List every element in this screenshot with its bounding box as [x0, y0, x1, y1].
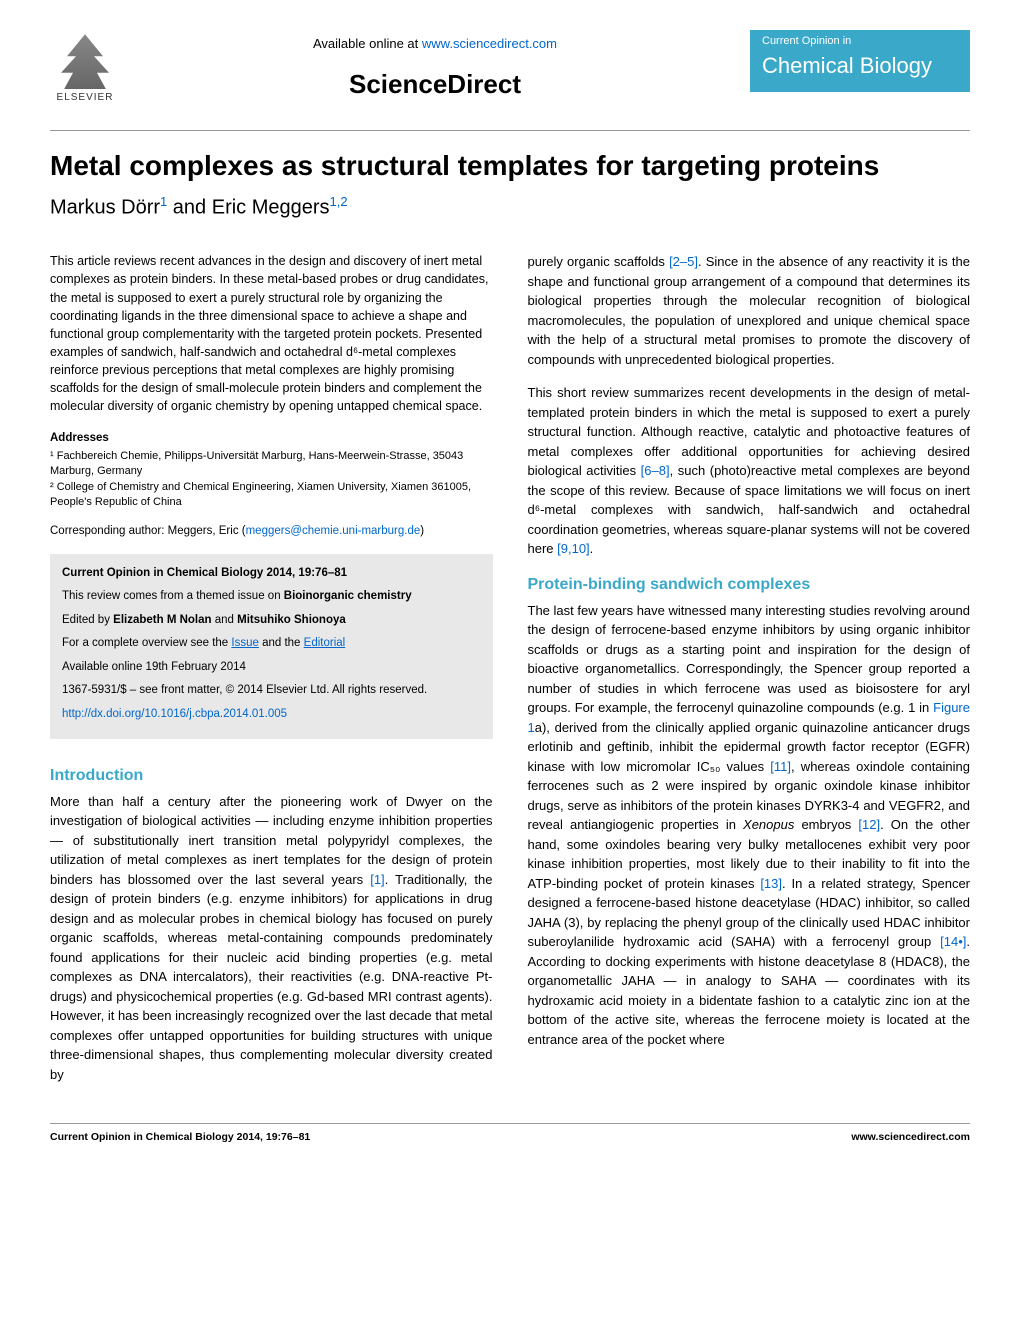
available-prefix: Available online at: [313, 36, 422, 51]
header-divider: [50, 130, 970, 131]
authors-line: Markus Dörr1 and Eric Meggers1,2: [50, 193, 970, 223]
affiliation-1: ¹ Fachbereich Chemie, Philipps-Universit…: [50, 449, 493, 480]
page-footer: Current Opinion in Chemical Biology 2014…: [50, 1123, 970, 1145]
footer-right: www.sciencedirect.com: [851, 1130, 970, 1145]
ref-1[interactable]: [1]: [370, 872, 384, 887]
addresses-label: Addresses: [50, 430, 493, 447]
footer-left: Current Opinion in Chemical Biology 2014…: [50, 1130, 310, 1145]
intro-paragraph-1: More than half a century after the pione…: [50, 792, 493, 1085]
ref-9-10[interactable]: [9,10]: [557, 541, 590, 556]
page-container: ELSEVIER Available online at www.science…: [0, 0, 1020, 1165]
ref-12[interactable]: [12]: [858, 817, 880, 832]
col2-paragraph-1: purely organic scaffolds [2–5]. Since in…: [528, 252, 971, 369]
header-left: ELSEVIER: [50, 30, 120, 110]
author-sep: and: [167, 196, 211, 218]
ref-2-5[interactable]: [2–5]: [669, 254, 698, 269]
corresponding-email[interactable]: meggers@chemie.uni-marburg.de: [246, 525, 421, 537]
infobox-available: Available online 19th February 2014: [62, 658, 481, 678]
header-row: ELSEVIER Available online at www.science…: [50, 30, 970, 110]
right-column: purely organic scaffolds [2–5]. Since in…: [528, 252, 971, 1098]
author-2: Eric Meggers: [212, 196, 330, 218]
addresses-block: ¹ Fachbereich Chemie, Philipps-Universit…: [50, 449, 493, 511]
elsevier-tree-icon: [55, 34, 115, 89]
two-column-layout: This article reviews recent advances in …: [50, 252, 970, 1098]
author-1: Markus Dörr: [50, 196, 160, 218]
journal-badge-large: Chemical Biology: [762, 50, 958, 82]
corresponding-suffix: ): [420, 525, 424, 537]
left-column: This article reviews recent advances in …: [50, 252, 493, 1098]
infobox-copyright: 1367-5931/$ – see front matter, © 2014 E…: [62, 681, 481, 701]
doi-link[interactable]: http://dx.doi.org/10.1016/j.cbpa.2014.01…: [62, 708, 287, 720]
editorial-link[interactable]: Editorial: [304, 637, 346, 649]
corresponding-author: Corresponding author: Meggers, Eric (meg…: [50, 523, 493, 539]
available-online-line: Available online at www.sciencedirect.co…: [120, 35, 750, 54]
author-2-aff: 1,2: [330, 194, 348, 209]
ref-14[interactable]: [14•]: [940, 934, 966, 949]
infobox-edited: Edited by Elizabeth M Nolan and Mitsuhik…: [62, 611, 481, 631]
header-center: Available online at www.sciencedirect.co…: [120, 30, 750, 104]
infobox-overview: For a complete overview see the Issue an…: [62, 634, 481, 654]
affiliation-2: ² College of Chemistry and Chemical Engi…: [50, 480, 493, 511]
abstract-text: This article reviews recent advances in …: [50, 252, 493, 415]
journal-badge: Current Opinion in Chemical Biology: [750, 30, 970, 92]
info-box: Current Opinion in Chemical Biology 2014…: [50, 554, 493, 739]
elsevier-logo-text: ELSEVIER: [57, 91, 114, 106]
available-link[interactable]: www.sciencedirect.com: [422, 36, 557, 51]
introduction-heading: Introduction: [50, 764, 493, 787]
issue-link[interactable]: Issue: [231, 637, 259, 649]
journal-badge-small: Current Opinion in: [762, 34, 958, 50]
sandwich-heading: Protein-binding sandwich complexes: [528, 573, 971, 596]
xenopus-italic: Xenopus: [743, 817, 794, 832]
corresponding-prefix: Corresponding author: Meggers, Eric (: [50, 525, 246, 537]
infobox-themed: This review comes from a themed issue on…: [62, 587, 481, 607]
elsevier-logo: ELSEVIER: [50, 30, 120, 110]
ref-6-8[interactable]: [6–8]: [641, 463, 670, 478]
col2-paragraph-2: This short review summarizes recent deve…: [528, 383, 971, 559]
infobox-citation: Current Opinion in Chemical Biology 2014…: [62, 567, 347, 579]
sandwich-paragraph-1: The last few years have witnessed many i…: [528, 601, 971, 1050]
ref-13[interactable]: [13]: [760, 876, 782, 891]
article-title: Metal complexes as structural templates …: [50, 146, 970, 187]
ref-11[interactable]: [11]: [770, 759, 791, 774]
sciencedirect-brand: ScienceDirect: [120, 66, 750, 104]
